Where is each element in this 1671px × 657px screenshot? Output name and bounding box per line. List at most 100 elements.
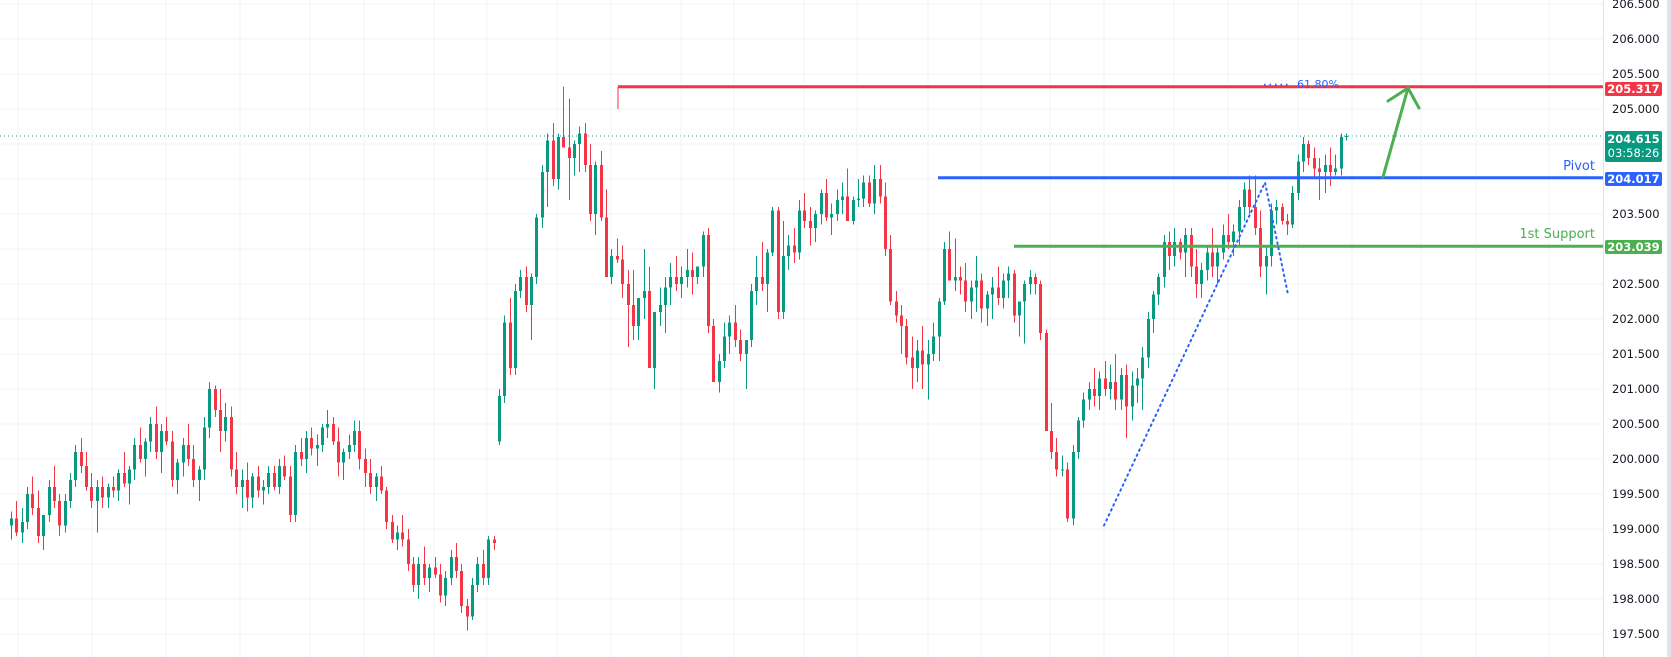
candle [1050, 403, 1053, 459]
candle [594, 161, 597, 235]
candle [884, 182, 887, 256]
candle [26, 487, 29, 529]
candle [471, 578, 474, 620]
candle [648, 266, 651, 368]
price-axis[interactable] [1603, 0, 1671, 657]
candle [557, 133, 560, 190]
candle [1061, 455, 1064, 477]
candle [541, 165, 544, 228]
candle [90, 473, 93, 508]
candle [712, 319, 715, 382]
candle [1098, 371, 1101, 410]
candle [980, 273, 983, 323]
candle [1248, 175, 1251, 214]
candle [1184, 228, 1187, 277]
candle [653, 312, 656, 389]
candle [975, 256, 978, 312]
candle [734, 305, 737, 347]
candle [696, 266, 699, 284]
candle [1211, 228, 1214, 277]
candle [1163, 235, 1166, 288]
candle [353, 420, 356, 452]
candle [873, 165, 876, 214]
candle [771, 207, 774, 256]
fib-level-label: 61.80% [1297, 78, 1339, 91]
candle [728, 315, 731, 354]
fib-retracement-drawing[interactable] [1103, 83, 1289, 527]
candle [300, 438, 303, 466]
candle [669, 263, 672, 305]
candle [723, 322, 726, 368]
candle [214, 385, 217, 417]
candle [375, 473, 378, 501]
candle [80, 438, 83, 473]
chart-canvas[interactable] [0, 0, 1603, 657]
candle [1227, 214, 1230, 249]
resistance-price-tag: 205.317 [1605, 82, 1662, 96]
candle [165, 417, 168, 445]
candle [1082, 392, 1085, 428]
axis-tick-label: 206.500 [1612, 0, 1660, 11]
candle [144, 438, 147, 477]
axis-tick-label: 205.000 [1612, 102, 1660, 116]
candle [959, 266, 962, 295]
candle [450, 550, 453, 585]
candle [1216, 245, 1219, 284]
candle [358, 420, 361, 470]
candle [192, 445, 195, 487]
candle [525, 266, 528, 312]
candle [1206, 245, 1209, 281]
up-arrow-drawing[interactable] [1381, 86, 1421, 179]
candle [498, 389, 501, 445]
candle [208, 382, 211, 438]
candle [133, 438, 136, 480]
candle [546, 133, 549, 207]
candle [766, 249, 769, 312]
pivot-label: Pivot [1563, 159, 1595, 174]
candle [1222, 224, 1225, 260]
candle [686, 249, 689, 288]
candle [69, 473, 72, 508]
candle [262, 480, 265, 505]
candle [616, 238, 619, 263]
candle [139, 427, 142, 463]
candle [627, 270, 630, 347]
candle [182, 438, 185, 477]
candle [1334, 154, 1337, 176]
candle [535, 214, 538, 284]
candle [1007, 266, 1010, 298]
candle [1002, 273, 1005, 309]
candle [659, 287, 662, 326]
candle [251, 473, 254, 508]
candle [1055, 438, 1058, 477]
candle [943, 242, 946, 305]
candle [1131, 371, 1134, 421]
candle [160, 424, 163, 473]
candle [493, 536, 496, 550]
candle [283, 455, 286, 480]
candle [514, 284, 517, 375]
candle [1018, 301, 1021, 337]
support-label: 1st Support [1519, 227, 1595, 242]
candle [155, 406, 158, 459]
candle [964, 263, 967, 312]
candle [380, 466, 383, 494]
level-lines[interactable] [617, 85, 1603, 248]
candle [332, 417, 335, 445]
candle [895, 291, 898, 323]
candle [455, 543, 458, 578]
fib-dotted-line[interactable] [1103, 179, 1289, 527]
candle [857, 179, 860, 207]
candle [584, 123, 587, 172]
candle [316, 434, 319, 466]
candle [278, 459, 281, 494]
candle [1109, 364, 1112, 400]
candle [112, 476, 115, 498]
candle [348, 434, 351, 459]
candle [552, 123, 555, 186]
candle [1120, 368, 1123, 410]
candle [1077, 417, 1080, 459]
candle [369, 459, 372, 494]
candle [1291, 186, 1294, 228]
